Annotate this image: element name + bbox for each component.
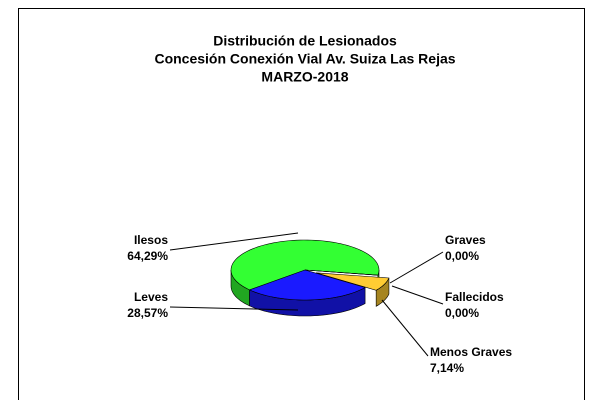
slice-label: Ilesos	[134, 233, 168, 247]
slice-label: Graves	[445, 233, 486, 247]
value-label: 64,29%	[127, 249, 168, 263]
value-label: 28,57%	[127, 306, 168, 320]
chart-title: MARZO-2018	[261, 69, 348, 85]
slice	[230, 239, 380, 291]
leader-line	[389, 251, 444, 284]
slice	[248, 269, 366, 301]
frame	[18, 8, 585, 400]
leader-line	[381, 299, 429, 357]
slice-label: Leves	[134, 290, 168, 304]
value-label: 0,00%	[445, 249, 479, 263]
slice-label: Menos Graves	[430, 345, 512, 359]
value-label: 7,14%	[430, 361, 464, 375]
leader-line	[391, 285, 444, 305]
slice	[315, 272, 390, 291]
value-label: 0,00%	[445, 306, 479, 320]
chart-title: Concesión Conexión Vial Av. Suiza Las Re…	[154, 51, 455, 67]
chart-title: Distribución de Lesionados	[213, 33, 397, 49]
leader-line	[169, 306, 299, 311]
slice-label: Fallecidos	[445, 290, 504, 304]
leader-line	[169, 232, 299, 251]
